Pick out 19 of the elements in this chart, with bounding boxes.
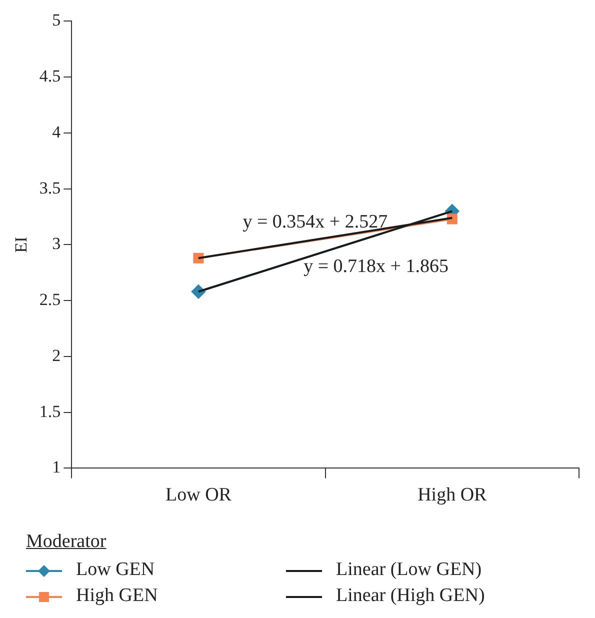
y-tick-label: 3.5 [39,178,61,198]
y-tick-label: 2 [52,346,61,365]
y-tick-label: 1.5 [39,402,61,421]
annotation: y = 0.718x + 1.865 [304,256,449,278]
y-tick-label: 3 [52,234,61,254]
x-tick-label: High OR [418,484,488,506]
y-tick-label: 1 [52,458,61,477]
annotation: y = 0.354x + 2.527 [242,211,388,232]
x-tick-label: Low OR [165,484,232,506]
legend-label: High GEN [76,585,158,606]
y-tick-label: 2.5 [39,290,61,310]
y-tick-label: 5 [52,10,61,30]
y-axis-title: EI [12,236,31,253]
y-tick-label: 4 [52,122,62,142]
legend-label: Linear (Low GEN) [336,559,482,580]
legend-title: Moderator [26,531,108,553]
y-tick-label: 4.5 [39,66,61,86]
legend-label: Low GEN [76,559,155,580]
legend-label: Linear (High GEN) [336,585,485,606]
